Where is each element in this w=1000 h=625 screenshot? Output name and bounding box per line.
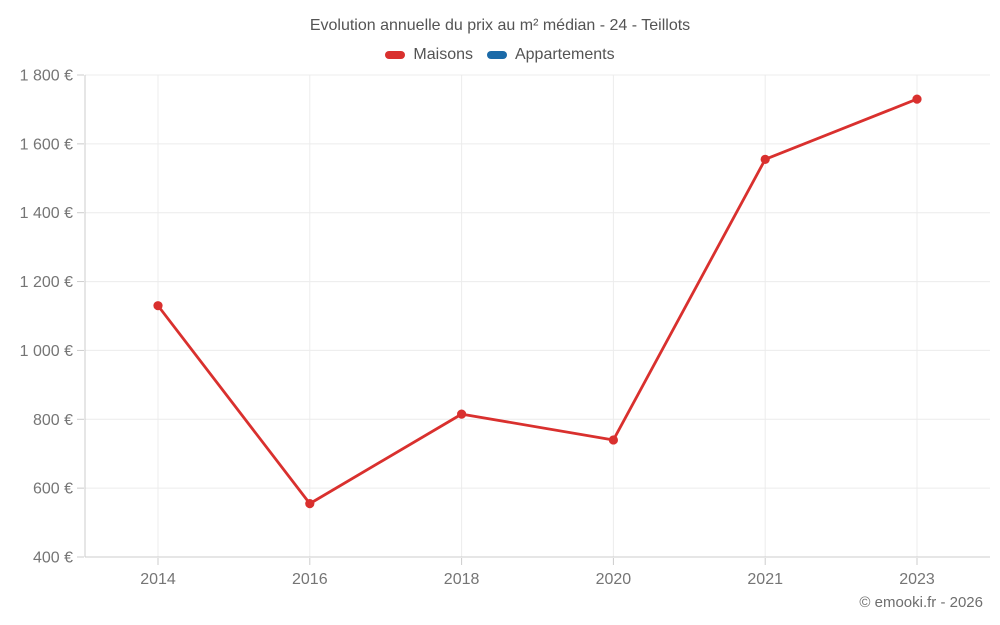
x-axis-label: 2021	[747, 571, 783, 588]
data-point-maisons-2023	[912, 94, 922, 104]
legend-label-maisons: Maisons	[413, 46, 473, 63]
data-point-maisons-2020	[608, 435, 619, 445]
y-axis-label: 800 €	[33, 412, 73, 429]
y-axis-label: 1 000 €	[20, 343, 73, 360]
x-axis-label: 2020	[596, 571, 632, 588]
y-axis-label: 1 800 €	[20, 68, 73, 85]
x-axis-label: 2023	[899, 571, 935, 588]
y-axis-label: 1 400 €	[20, 205, 73, 222]
appartements-color-swatch	[486, 51, 507, 59]
legend-item-maisons[interactable]: Maisons	[385, 46, 473, 64]
maisons-color-swatch	[385, 51, 406, 59]
chart-title: Evolution annuelle du prix au m² médian …	[309, 17, 691, 34]
data-point-maisons-2018	[457, 409, 467, 419]
y-axis-label: 600 €	[33, 481, 73, 498]
series-line-maisons	[156, 97, 919, 506]
copyright-attribution: © emooki.fr - 2026	[859, 594, 983, 611]
legend-item-appartements[interactable]: Appartements	[486, 46, 615, 64]
x-axis-label: 2016	[292, 571, 328, 588]
x-axis-label: 2018	[444, 571, 480, 588]
y-axis-label: 400 €	[33, 550, 73, 567]
chart-legend: Maisons Appartements	[0, 46, 1000, 64]
data-point-maisons-2016	[305, 499, 315, 509]
y-axis-label: 1 600 €	[20, 136, 73, 153]
legend-label-appartements: Appartements	[514, 46, 615, 63]
y-axis-label: 1 200 €	[20, 274, 73, 291]
data-point-maisons-2021	[760, 154, 770, 164]
data-point-maisons-2014	[153, 301, 163, 311]
x-axis-label: 2014	[140, 571, 176, 588]
